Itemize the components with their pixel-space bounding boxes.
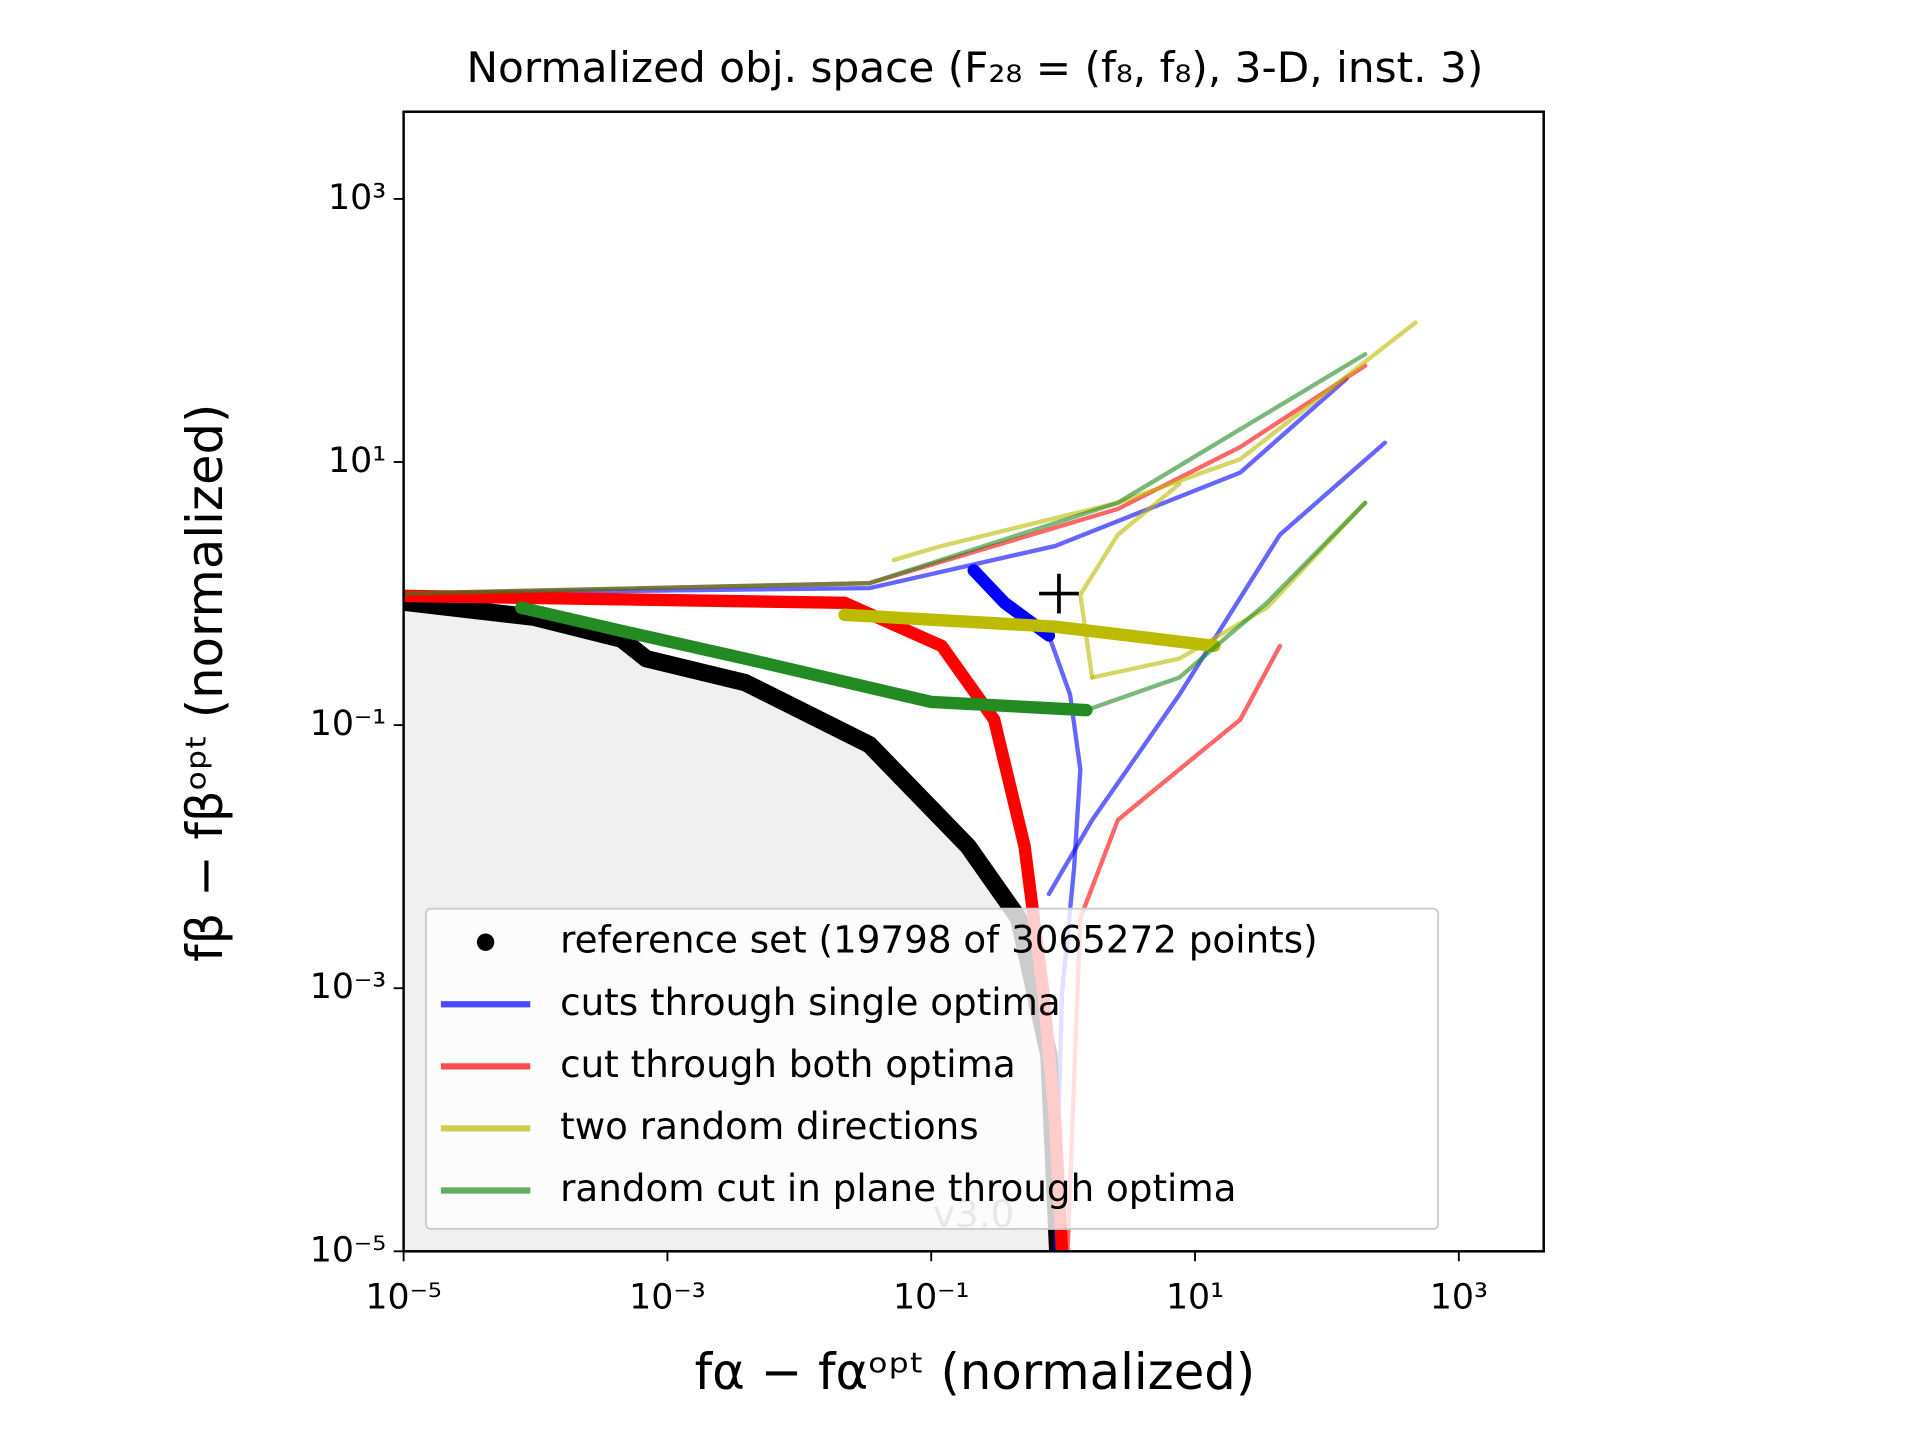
legend-label: cut through both optima bbox=[560, 1042, 1016, 1086]
x-axis-label: fα − fαᵒᵖᵗ (normalized) bbox=[695, 1343, 1256, 1401]
x-tick-label: 10⁻³ bbox=[629, 1277, 706, 1317]
legend: reference set (19798 of 3065272 points) c… bbox=[425, 907, 1440, 1230]
legend-box bbox=[425, 907, 1440, 1230]
chart-title: Normalized obj. space (F₂₈ = (f₈, f₈), 3… bbox=[466, 43, 1483, 92]
y-tick-label: 10⁻⁵ bbox=[310, 1230, 387, 1270]
axes-frame bbox=[402, 110, 1545, 1253]
curve bbox=[1046, 440, 1388, 897]
legend-marker bbox=[476, 933, 495, 951]
curve bbox=[1078, 481, 1182, 680]
curve bbox=[1089, 500, 1368, 680]
legend-label: reference set (19798 of 3065272 points) bbox=[560, 918, 1318, 962]
curve bbox=[1084, 500, 1368, 713]
curve bbox=[515, 601, 1093, 717]
optimum-marker bbox=[1039, 573, 1079, 614]
curve bbox=[838, 608, 1221, 653]
legend-label: two random directions bbox=[560, 1104, 979, 1148]
curve bbox=[891, 320, 1418, 563]
legend-label: cuts through single optima bbox=[560, 980, 1061, 1024]
y-tick-label: 10³ bbox=[328, 178, 386, 218]
y-tick-label: 10⁻³ bbox=[310, 967, 387, 1007]
x-tick-label: 10¹ bbox=[1166, 1277, 1224, 1317]
legend-label: random cut in plane through optima bbox=[560, 1166, 1236, 1210]
curve bbox=[403, 376, 1349, 596]
x-tick-label: 10³ bbox=[1430, 1277, 1488, 1317]
y-axis-label: fβ − fβᵒᵖᵗ (normalized) bbox=[176, 404, 234, 962]
y-tick-label: 10⁻¹ bbox=[310, 704, 387, 744]
x-tick-label: 10⁻⁵ bbox=[365, 1277, 442, 1317]
x-tick-label: 10⁻¹ bbox=[893, 1277, 970, 1317]
y-tick-label: 10¹ bbox=[328, 441, 386, 481]
curve bbox=[403, 352, 1368, 596]
